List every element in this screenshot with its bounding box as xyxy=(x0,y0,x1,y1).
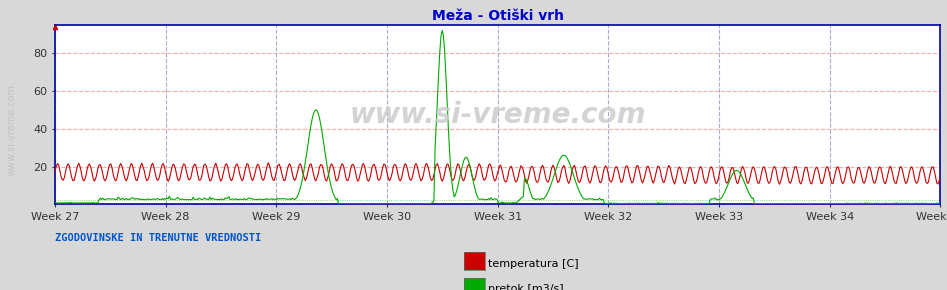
Text: www.si-vreme.com: www.si-vreme.com xyxy=(7,84,16,177)
Text: www.si-vreme.com: www.si-vreme.com xyxy=(349,101,646,128)
Text: pretok [m3/s]: pretok [m3/s] xyxy=(488,284,563,290)
Text: ZGODOVINSKE IN TRENUTNE VREDNOSTI: ZGODOVINSKE IN TRENUTNE VREDNOSTI xyxy=(55,233,261,243)
Title: Meža - Otiški vrh: Meža - Otiški vrh xyxy=(432,10,563,23)
Text: temperatura [C]: temperatura [C] xyxy=(488,259,579,269)
